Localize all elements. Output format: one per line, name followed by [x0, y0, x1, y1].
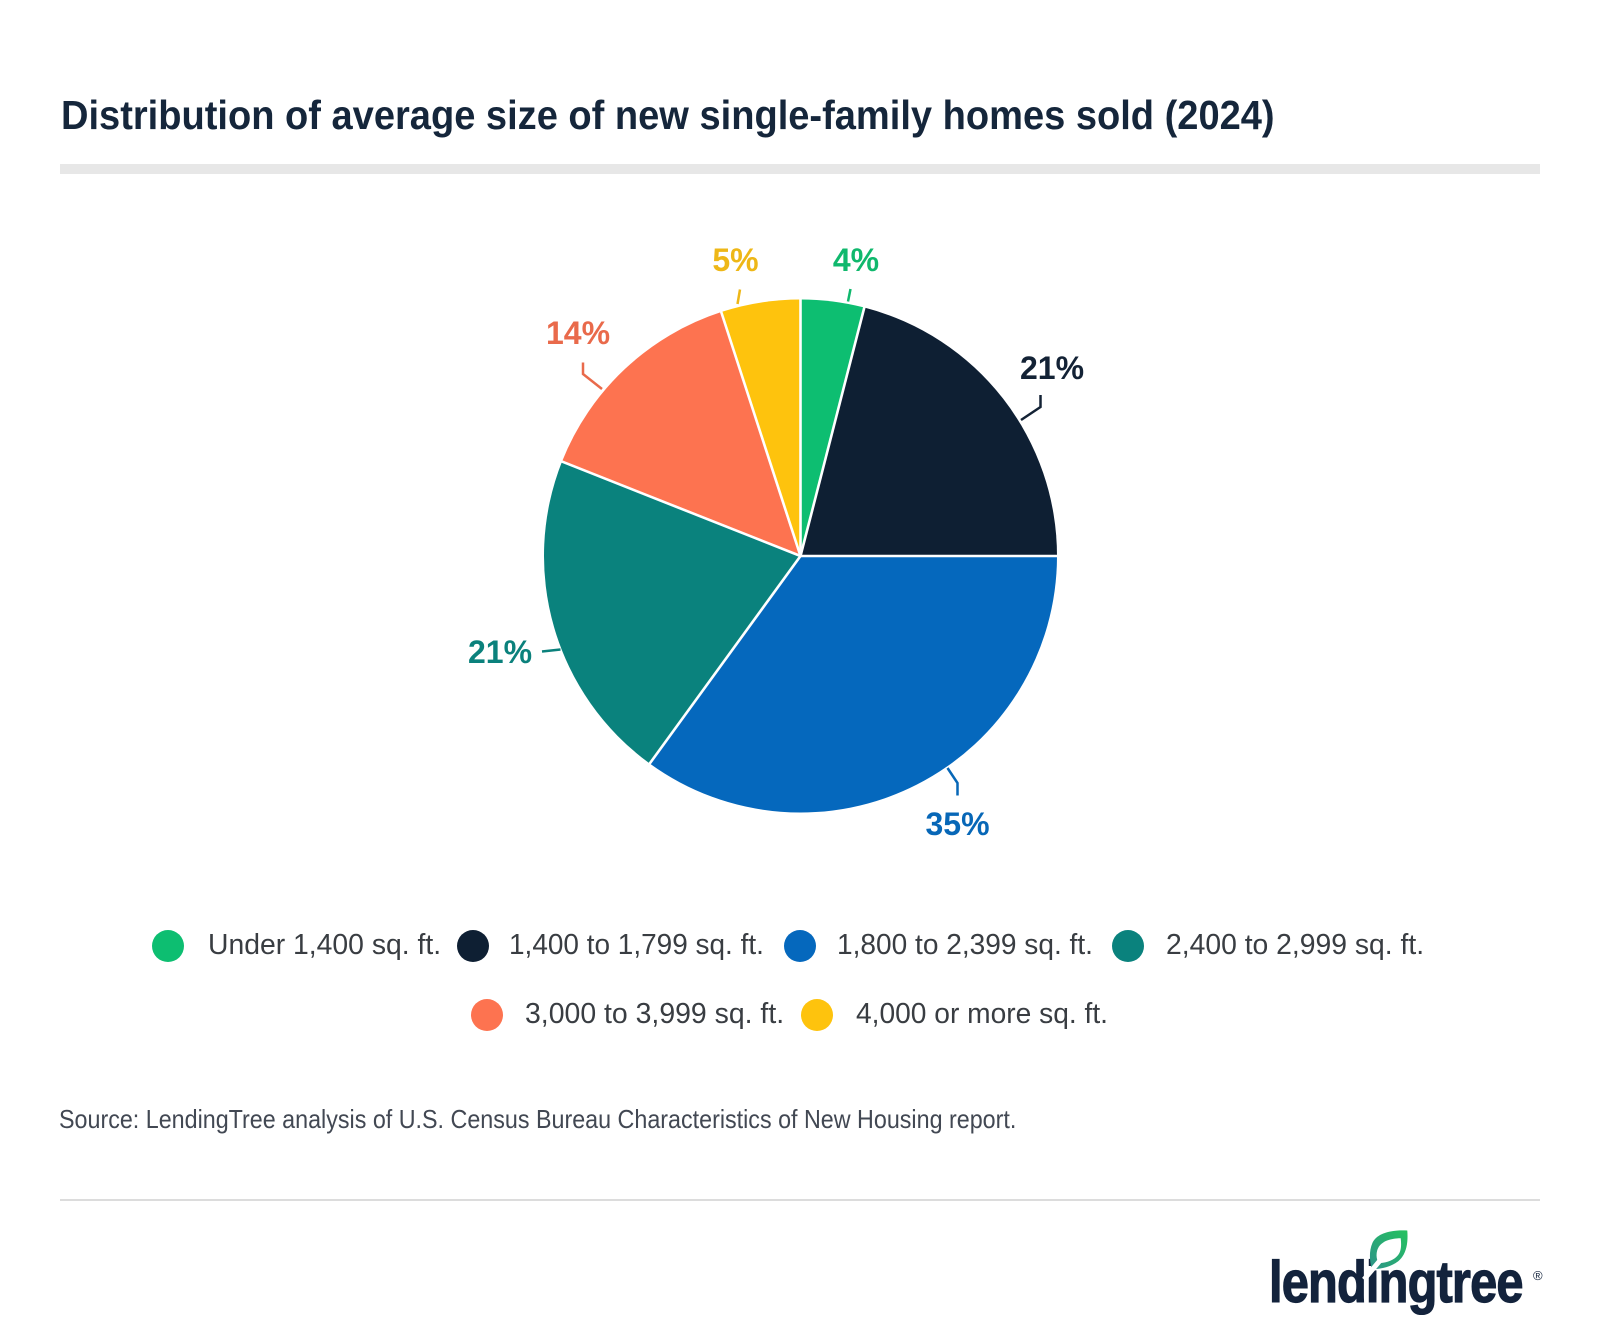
svg-text:5%: 5%: [712, 242, 758, 278]
svg-text:21%: 21%: [468, 634, 532, 670]
svg-text:14%: 14%: [546, 315, 610, 351]
svg-text:21%: 21%: [1020, 350, 1084, 386]
svg-text:35%: 35%: [925, 806, 989, 842]
svg-text:4%: 4%: [833, 242, 879, 278]
